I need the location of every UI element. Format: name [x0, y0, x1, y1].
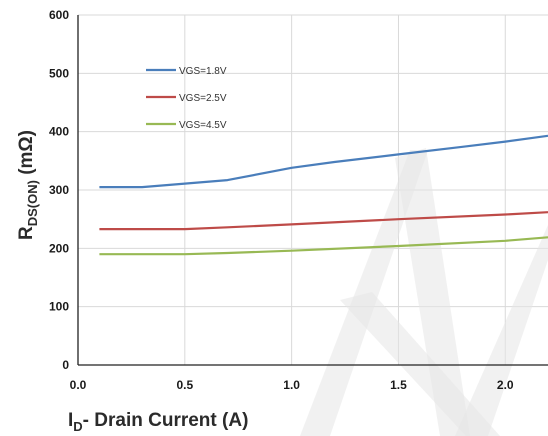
- legend: VGS=1.8V VGS=2.5V VGS=4.5V: [146, 66, 227, 131]
- x-axis-title: ID- Drain Current (A): [68, 410, 248, 434]
- axes: [77, 15, 548, 366]
- grid-lines: [78, 14, 548, 365]
- series-line-3: [99, 236, 548, 256]
- y-tick-label: 300: [49, 183, 69, 197]
- tick-labels: 0 100 200 300 400 500 600 0.0 0.5 1.0 1.5 2.0: [49, 8, 514, 392]
- x-tick-label: 2.0: [497, 378, 514, 392]
- y-tick-label: 600: [49, 8, 69, 22]
- x-tick-label: 1.0: [283, 378, 300, 392]
- legend-label-1: VGS=1.8V: [179, 66, 227, 77]
- watermark-stroke-3: [340, 292, 500, 436]
- y-tick-label: 100: [49, 300, 69, 314]
- y-axis-title: RDS(ON) (mΩ): [16, 130, 40, 240]
- x-tick-label: 1.5: [390, 378, 407, 392]
- watermark-stroke-4: [455, 225, 548, 436]
- watermark-stroke-2: [395, 148, 470, 436]
- x-tick-label: 0.5: [176, 378, 193, 392]
- y-tick-label: 500: [49, 66, 69, 80]
- watermark-logo: [300, 148, 548, 436]
- series-lines: [99, 134, 548, 256]
- series-line-2: [99, 211, 548, 231]
- y-tick-label: 400: [49, 125, 69, 139]
- legend-label-3: VGS=4.5V: [179, 120, 227, 131]
- series-line-1: [99, 134, 548, 189]
- y-tick-label: 200: [49, 241, 69, 255]
- x-tick-label: 0.0: [70, 378, 87, 392]
- y-tick-label: 0: [62, 358, 69, 372]
- legend-label-2: VGS=2.5V: [179, 93, 227, 104]
